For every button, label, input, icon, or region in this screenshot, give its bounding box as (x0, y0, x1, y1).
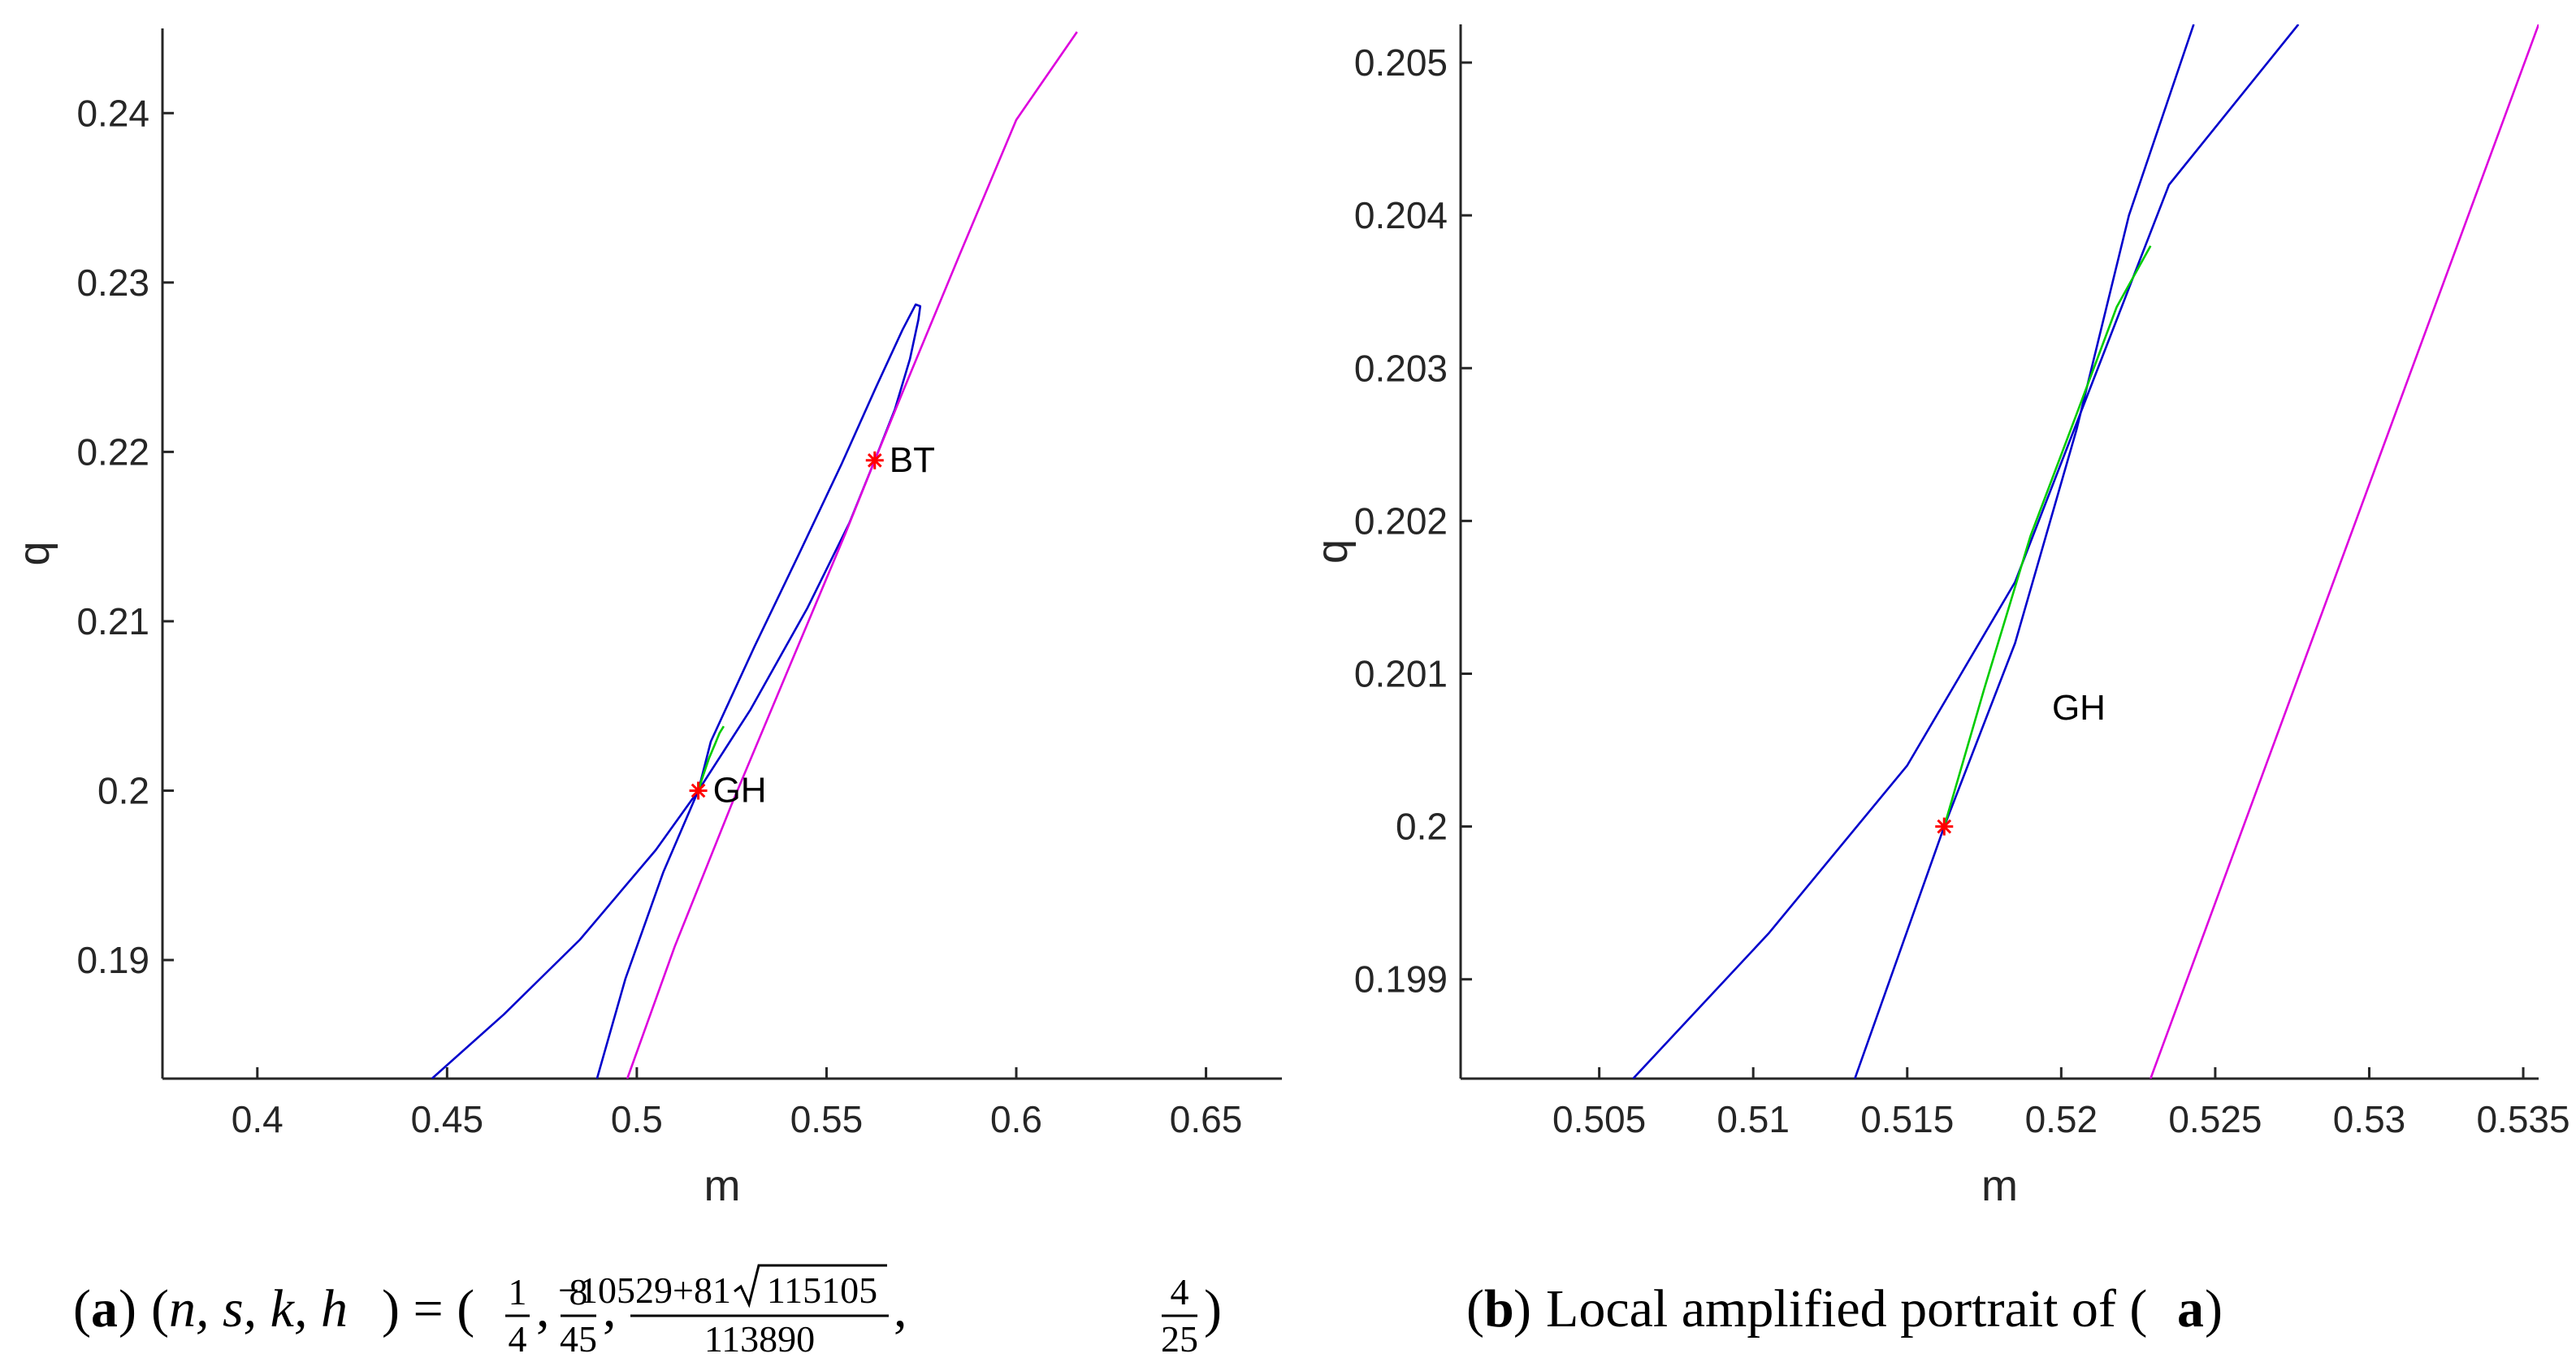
series-line (626, 31, 1078, 1079)
y-tick-label: 0.24 (76, 92, 149, 134)
caption-b-close: ) (2205, 1279, 2223, 1339)
series-line (2150, 24, 2539, 1079)
svg-text:): ) (1204, 1279, 1222, 1339)
series-line (1943, 245, 2152, 827)
caption-a: ( a ) ( n, s, k, h ) = ( 1 4 , 8 45 , −1… (73, 1264, 1222, 1360)
point-marker (689, 781, 708, 800)
annotation-label: GH (2052, 688, 2106, 728)
x-tick-label: 0.6 (990, 1098, 1042, 1140)
y-tick-label: 0.202 (1354, 500, 1448, 542)
y-axis-label: q (10, 541, 58, 565)
caption-a-equals: ) = ( (382, 1279, 474, 1339)
sqrt-icon (734, 1264, 887, 1308)
caption-a-tag: a (91, 1279, 118, 1339)
x-tick-label: 0.65 (1170, 1098, 1243, 1140)
y-tick-label: 0.21 (76, 600, 149, 642)
caption-a-frac3-num-b: 115105 (767, 1269, 877, 1311)
y-axis-label: q (1308, 539, 1357, 564)
x-tick-label: 0.52 (2025, 1098, 2098, 1140)
chart-panel-a: 0.4 0.45 0.5 0.55 0.6 0.65 0.19 0.2 0.21 0.22 0.23… (10, 28, 1282, 1210)
point-marker (1935, 817, 1954, 836)
series-line (697, 725, 725, 791)
x-tick-label: 0.505 (1552, 1098, 1646, 1140)
series-line (1632, 24, 2300, 1079)
caption-a-vars: n, s, k, h (169, 1279, 348, 1339)
y-tick-label: 0.201 (1354, 652, 1448, 694)
x-tick-label: 0.525 (2168, 1098, 2262, 1140)
caption-a-frac3-den: 113890 (704, 1318, 815, 1360)
svg-text:,: , (603, 1279, 617, 1339)
y-tick-label: 0.199 (1354, 958, 1448, 1001)
x-tick-label: 0.53 (2333, 1098, 2406, 1140)
y-tick-label: 0.203 (1354, 347, 1448, 389)
caption-a-frac1-num: 1 (509, 1271, 527, 1313)
caption-a-open-paren: ( (73, 1279, 91, 1339)
svg-text:,: , (894, 1279, 907, 1339)
x-tick-label: 0.535 (2476, 1098, 2570, 1140)
caption-b-tag: b (1484, 1279, 1514, 1339)
caption-a-frac4-den: 25 (1161, 1318, 1198, 1360)
y-tick-label: 0.2 (1396, 806, 1448, 848)
y-tick-label: 0.23 (76, 262, 149, 304)
y-tick-label: 0.205 (1354, 41, 1448, 84)
x-tick-label: 0.45 (411, 1098, 484, 1140)
svg-text:,: , (536, 1279, 550, 1339)
caption-a-frac2-den: 45 (560, 1318, 597, 1360)
y-tick-label: 0.22 (76, 430, 149, 473)
caption-a-vars-open: ( (151, 1279, 169, 1339)
caption-b: ( b ) Local amplified portrait of ( a ) (1466, 1279, 2223, 1339)
x-tick-label: 0.51 (1717, 1098, 1790, 1140)
series-line (1854, 24, 2195, 1079)
x-tick-label: 0.515 (1860, 1098, 1954, 1140)
x-axis-label: m (1981, 1161, 2018, 1210)
x-tick-label: 0.5 (611, 1098, 663, 1140)
chart-panel-b: 0.505 0.51 0.515 0.52 0.525 0.53 0.535 0.199 0.2… (1308, 24, 2570, 1210)
x-tick-label: 0.55 (790, 1098, 864, 1140)
caption-b-text: Local amplified portrait of ( (1546, 1279, 2147, 1339)
y-tick-label: 0.204 (1354, 194, 1448, 236)
series-line (431, 303, 922, 1079)
point-marker (865, 451, 884, 469)
caption-a-frac1-den: 4 (509, 1318, 527, 1360)
x-tick-label: 0.4 (232, 1098, 284, 1140)
x-axis-label: m (704, 1161, 741, 1210)
svg-text:(: ( (1466, 1279, 1484, 1339)
caption-a-frac4-num: 4 (1171, 1271, 1189, 1313)
caption-a-frac3-num-a: −10529+81 (558, 1269, 731, 1311)
svg-text:): ) (1513, 1279, 1531, 1339)
caption-a-frac2-num: 8 (569, 1271, 588, 1313)
y-tick-label: 0.19 (76, 939, 149, 981)
y-tick-label: 0.2 (97, 769, 149, 811)
point-label: BT (890, 440, 935, 480)
point-label: GH (713, 770, 767, 810)
caption-b-ref: a (2177, 1279, 2204, 1339)
caption-a-close-paren: ) (119, 1279, 136, 1339)
